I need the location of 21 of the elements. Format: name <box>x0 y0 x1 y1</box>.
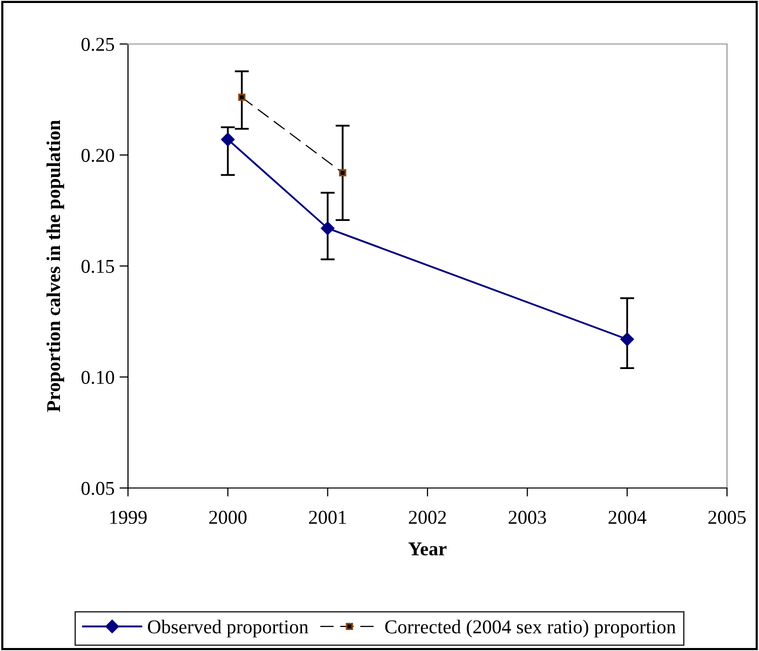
point <box>620 332 634 346</box>
legend-label: Observed proportion <box>148 620 308 638</box>
x-tick-label: 2002 <box>408 510 446 524</box>
x-tick-label: 2005 <box>708 510 746 524</box>
point <box>320 222 334 235</box>
y-tick-label: 0.25 <box>82 38 114 52</box>
y-tick-label: 0.10 <box>82 370 114 384</box>
x-axis-title: Year <box>408 542 447 556</box>
y-tick-label: 0.15 <box>82 260 114 274</box>
x-tick-label: 2001 <box>309 510 346 524</box>
x-tick-label: 2003 <box>508 510 546 524</box>
point <box>221 132 235 146</box>
x-tick-label: 1999 <box>110 510 147 524</box>
point <box>238 94 246 101</box>
x-tick-label: 2004 <box>608 510 646 524</box>
y-tick-label: 0.05 <box>82 482 114 496</box>
y-axis-title: Proportion calves in the population <box>46 120 64 412</box>
legend-label: Corrected (2004 sex ratio) proportion <box>385 620 676 638</box>
x-tick-label: 2000 <box>209 510 247 524</box>
y-tick-label: 0.20 <box>82 148 114 162</box>
point <box>339 169 346 176</box>
